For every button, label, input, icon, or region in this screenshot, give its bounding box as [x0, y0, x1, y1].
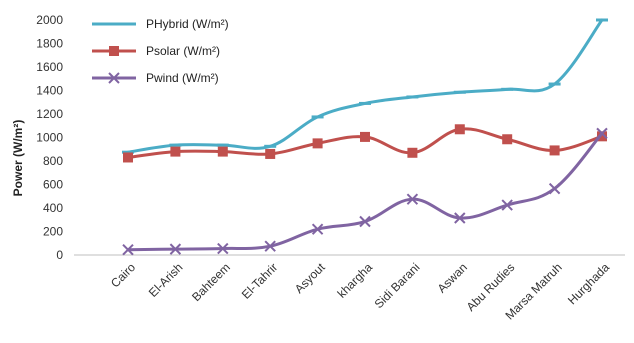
data-point-marker: [501, 87, 514, 91]
legend-swatch-marker: [108, 72, 120, 84]
data-point-marker: [596, 18, 608, 22]
x-tick-label: Cairo: [108, 260, 138, 290]
y-axis-title: Power (W/m²): [11, 120, 25, 197]
data-point-marker: [501, 199, 513, 211]
data-point-marker: [265, 148, 276, 159]
legend: PHybrid (W/m²) Psolar (W/m²) Pwind (W/m²): [92, 17, 229, 85]
legend-swatch-marker: [109, 46, 119, 56]
y-tick-label: 200: [43, 225, 63, 239]
data-point-marker: [597, 131, 607, 142]
y-axis: 0 200 400 600 800 1000 1200 1400 1600 1800 2000: [36, 13, 63, 262]
data-point-marker: [406, 193, 419, 205]
data-point-marker: [454, 124, 465, 135]
data-point-marker: [217, 242, 229, 255]
x-tick-label: El-Tahrir: [239, 260, 280, 301]
x-axis: Cairo El-Arish Bahteem El-Tahrir Asyout kharg…: [74, 254, 625, 322]
y-tick-label: 0: [56, 248, 63, 262]
y-tick-label: 1000: [36, 131, 63, 145]
x-tick-label: El-Arish: [146, 260, 186, 300]
x-tick-label: Aswan: [435, 260, 470, 295]
data-point-marker: [312, 138, 323, 149]
legend-label: Pwind (W/m²): [146, 71, 219, 85]
y-tick-label: 600: [43, 178, 63, 192]
y-tick-label: 1200: [36, 107, 63, 121]
data-point-marker: [170, 146, 181, 157]
data-point-marker: [122, 150, 134, 154]
data-point-marker: [264, 144, 277, 148]
x-tick-label: Bahteem: [189, 260, 233, 304]
data-point-marker: [123, 152, 133, 163]
x-tick-label: Hurghada: [565, 260, 612, 307]
legend-label: PHybrid (W/m²): [146, 17, 229, 31]
x-tick-label: Asyout: [292, 260, 328, 296]
data-point-marker: [122, 244, 134, 256]
data-point-marker: [548, 82, 561, 86]
data-point-marker: [217, 146, 228, 157]
data-point-marker: [454, 212, 466, 224]
data-point-marker: [311, 115, 324, 119]
data-point-marker: [596, 127, 608, 140]
data-point-marker: [360, 131, 370, 142]
data-point-marker: [359, 101, 371, 105]
y-tick-label: 2000: [36, 13, 63, 27]
data-point-marker: [311, 223, 324, 235]
x-tick-label: khargha: [335, 260, 376, 301]
data-point-marker: [548, 182, 561, 195]
series-dash-group: [122, 18, 608, 154]
legend-label: Psolar (W/m²): [146, 44, 220, 58]
legend-swatch-marker: [108, 22, 120, 26]
data-point-marker: [359, 215, 371, 228]
y-tick-label: 400: [43, 201, 63, 215]
y-tick-label: 1400: [36, 84, 63, 98]
y-tick-label: 1800: [36, 37, 63, 51]
data-point-marker: [264, 240, 276, 252]
data-point-marker: [502, 134, 513, 145]
data-point-marker: [406, 95, 419, 99]
series-layer: [122, 18, 608, 256]
series-square-group: [123, 124, 607, 163]
series-x-group: [122, 127, 608, 256]
y-tick-label: 1600: [36, 60, 63, 74]
y-tick-label: 800: [43, 154, 63, 168]
data-point-marker: [169, 243, 182, 255]
data-point-marker: [407, 147, 418, 158]
data-point-marker: [453, 90, 466, 94]
data-point-marker: [216, 143, 229, 147]
x-tick-label: Sidi Barani: [372, 260, 423, 311]
data-point-marker: [169, 143, 182, 147]
data-point-marker: [549, 145, 560, 156]
